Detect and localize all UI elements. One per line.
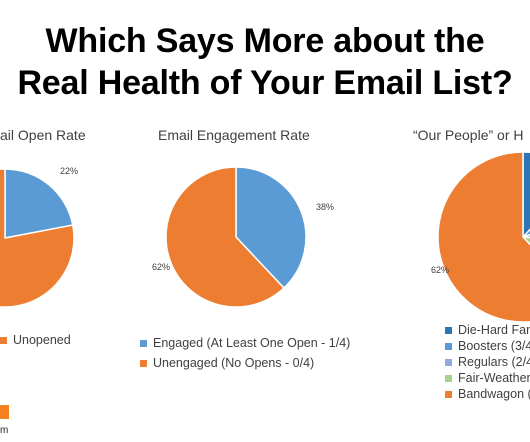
- chart-2-data-label-1: 38%: [316, 202, 334, 212]
- legend-item-boosters: Boosters (3/4: [445, 338, 530, 354]
- main-title-line-2: Real Health of Your Email List?: [17, 64, 513, 102]
- legend-swatch-fair-weather: [445, 374, 452, 382]
- legend-swatch-bandwagon: [445, 390, 452, 398]
- chart-3-legend: Die-Hard Fans Boosters (3/4 Regulars (2/…: [445, 322, 530, 402]
- chart-3-slice-5: [437, 151, 530, 323]
- brand-logo-mark: [0, 405, 9, 419]
- brand-logo-text: m: [0, 425, 9, 436]
- chart-2-slice-1: [235, 166, 307, 290]
- legend-label-engaged: Engaged (At Least One Open - 1/4): [153, 335, 351, 350]
- legend-label-unengaged: Unengaged (No Opens - 0/4): [153, 355, 315, 370]
- legend-label-regulars: Regulars (2/4): [458, 355, 530, 369]
- legend-swatch-die-hard-fans: [445, 326, 452, 334]
- legend-item-unopened: Unopened: [0, 332, 71, 348]
- legend-item-bandwagon: Bandwagon (0: [445, 386, 530, 402]
- legend-label-boosters: Boosters (3/4: [458, 339, 530, 353]
- chart-2-slice-2: [165, 166, 285, 308]
- main-title: Which Says More about the Real Health of…: [0, 20, 530, 104]
- legend-label-die-hard-fans: Die-Hard Fans: [458, 323, 530, 337]
- legend-swatch-regulars: [445, 358, 452, 366]
- legend-label-unopened: Unopened: [13, 333, 71, 347]
- legend-swatch-engaged: [140, 339, 147, 347]
- legend-item-unengaged: Unengaged (No Opens - 0/4): [140, 353, 350, 373]
- chart-1-legend: Unopened: [0, 332, 71, 348]
- legend-swatch-unengaged: [140, 359, 147, 367]
- legend-swatch-boosters: [445, 342, 452, 350]
- legend-label-fair-weather: Fair-Weather: [458, 371, 530, 385]
- legend-swatch-unopened: [0, 336, 7, 344]
- legend-item-regulars: Regulars (2/4): [445, 354, 530, 370]
- legend-label-bandwagon: Bandwagon (0: [458, 387, 530, 401]
- chart-2-legend: Engaged (At Least One Open - 1/4) Unenga…: [140, 333, 350, 373]
- chart-1-slice-2: [0, 168, 75, 308]
- legend-item-fair-weather: Fair-Weather: [445, 370, 530, 386]
- chart-3-data-label-5: 62%: [431, 265, 449, 275]
- chart-1-title: ail Open Rate: [0, 127, 86, 143]
- chart-2-data-label-2: 62%: [152, 262, 170, 272]
- chart-2-title: Email Engagement Rate: [158, 127, 310, 143]
- chart-1-slice-1: [4, 168, 74, 239]
- legend-item-engaged: Engaged (At Least One Open - 1/4): [140, 333, 350, 353]
- chart-1-data-label-1: 22%: [60, 166, 78, 176]
- chart-3-slice-1: [522, 151, 530, 239]
- legend-item-die-hard-fans: Die-Hard Fans: [445, 322, 530, 338]
- main-title-line-1: Which Says More about the: [45, 22, 485, 60]
- chart-3-title: “Our People” or H: [413, 127, 524, 143]
